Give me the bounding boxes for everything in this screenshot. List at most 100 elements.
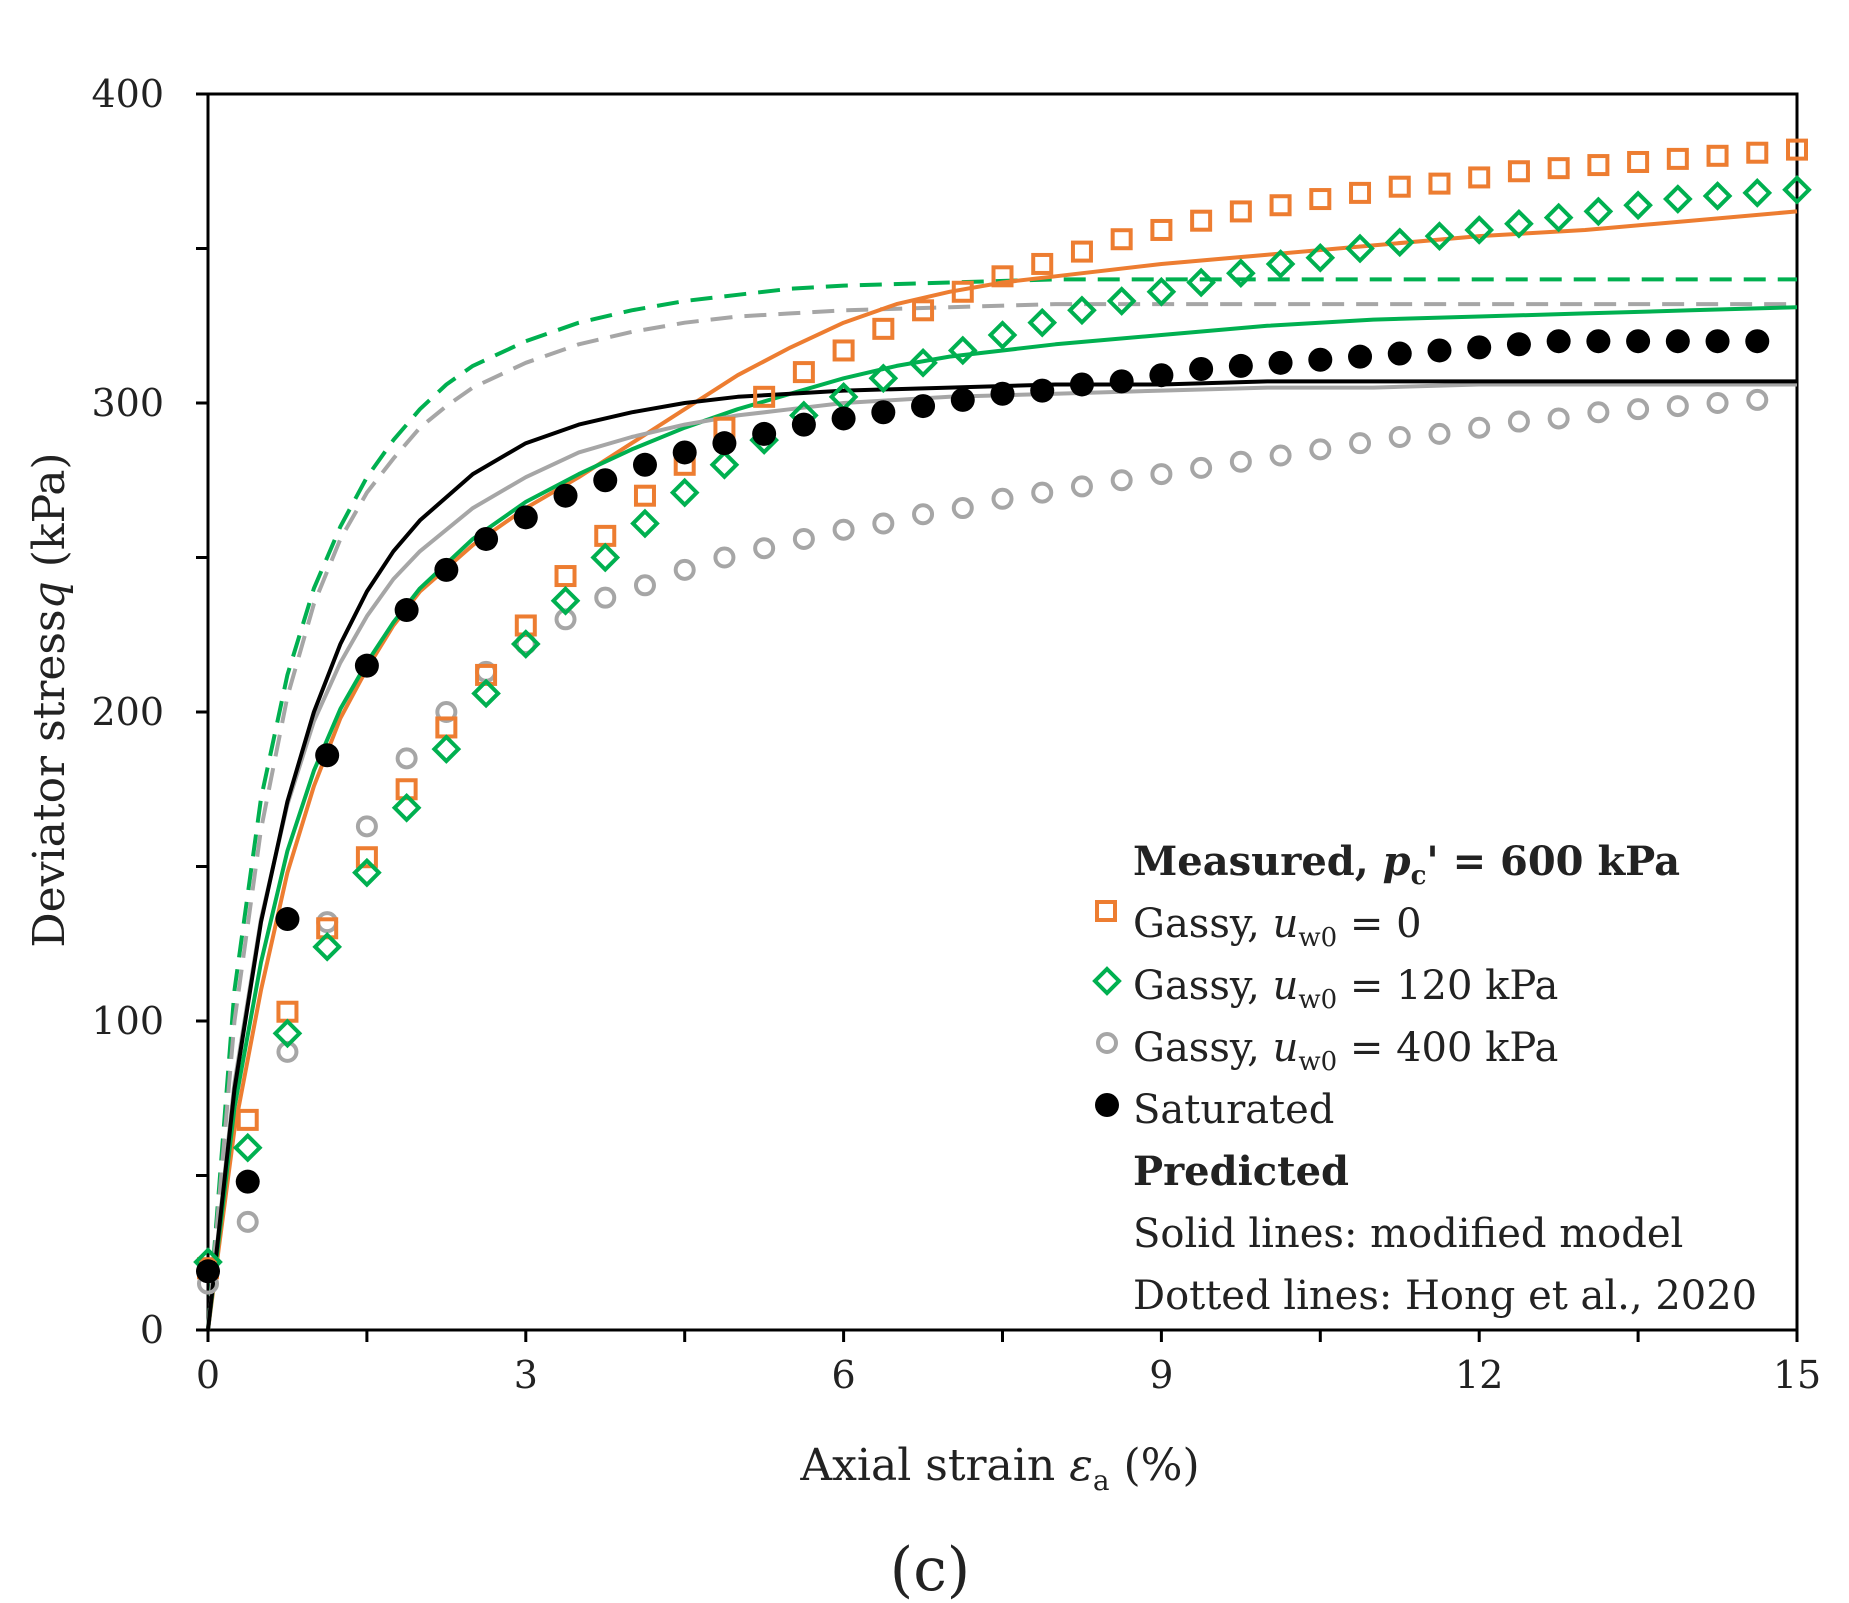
diamond-data-point [669, 477, 700, 508]
predicted-dashed-line [206, 302, 1797, 1331]
x-tick-label: 9 [1149, 1353, 1173, 1397]
diamond-data-point [1583, 196, 1614, 227]
legend-open-circle-marker [1096, 1032, 1118, 1054]
square-data-point [1547, 157, 1570, 180]
open-circle-data-point [1070, 475, 1093, 498]
square-data-point [1746, 141, 1769, 164]
open-circle-data-point [395, 747, 418, 770]
open-circle-data-point [872, 512, 895, 535]
diamond-data-point [232, 1132, 263, 1163]
predicted-lines [206, 209, 1798, 1331]
square-data-point [1110, 228, 1133, 251]
diamond-data-point [550, 585, 581, 616]
diamond-data-point [947, 335, 978, 366]
diamond-data-point [1345, 233, 1375, 264]
square-data-point [1666, 147, 1689, 170]
open-circle-data-point [1468, 416, 1491, 439]
open-circle-data-point [1349, 432, 1372, 455]
filled-circle-data-point [235, 1169, 260, 1194]
filled-circle-data-point [1228, 353, 1253, 378]
open-circle-data-point [1150, 463, 1173, 486]
filled-circle-data-point [394, 598, 419, 623]
diamond-data-point [1623, 190, 1653, 221]
square-data-point [355, 846, 378, 869]
square-data-point [951, 280, 974, 303]
panel-label: (c) [890, 1535, 970, 1603]
y-tick-label: 300 [91, 381, 164, 425]
filled-circle-data-point [1665, 329, 1690, 354]
filled-circle-data-point [1348, 344, 1373, 369]
open-circle-data-point [1388, 425, 1411, 448]
axis-ticks: 0 3 6 9 12 15 0 100 200 300 400 [91, 72, 1821, 1397]
filled-circle-data-point [791, 412, 816, 437]
y-tick-label: 200 [91, 690, 164, 734]
diamond-data-point [1424, 221, 1455, 251]
filled-circle-data-point [1586, 329, 1611, 354]
square-data-point [1468, 166, 1491, 189]
filled-circle-data-point [632, 452, 657, 477]
filled-circle-data-point [831, 406, 856, 431]
diamond-data-point [1782, 174, 1812, 205]
open-circle-data-point [832, 518, 855, 541]
diamond-data-point [510, 629, 541, 659]
filled-circle-data-point [513, 505, 538, 530]
open-circle-data-point [1428, 422, 1451, 445]
y-tick-label: 100 [91, 999, 164, 1043]
diamond-data-point [868, 363, 899, 394]
square-data-point [1706, 144, 1729, 167]
filled-circle-data-point [712, 431, 737, 456]
diamond-data-point [709, 449, 740, 480]
diamond-data-point [1702, 181, 1733, 211]
filled-circle-data-point [1189, 357, 1214, 382]
open-circle-data-point [1547, 407, 1570, 430]
x-tick-label: 12 [1455, 1353, 1503, 1397]
legend-predicted-title: Predicted [1133, 1148, 1349, 1195]
legend-entry-saturated: Saturated [1133, 1087, 1334, 1133]
x-tick-label: 6 [832, 1353, 856, 1397]
square-data-point [1031, 252, 1054, 275]
diamond-data-point [272, 1018, 303, 1049]
open-circle-data-point [792, 527, 815, 550]
legend-square-marker [1095, 900, 1117, 922]
diamond-data-point [630, 508, 660, 539]
square-data-point [1388, 175, 1411, 198]
filled-circle-data-point [1109, 369, 1134, 394]
y-tick-label: 0 [140, 1308, 164, 1352]
legend-entry-gassy-400: Gassy, uw0 = 400 kPa [1133, 1025, 1558, 1077]
filled-circle-data-point [1626, 329, 1651, 354]
y-tick-label: 400 [91, 72, 164, 116]
filled-circle-data-point [672, 440, 697, 465]
diamond-data-point [391, 792, 422, 823]
open-circle-data-point [1706, 392, 1729, 414]
filled-circle-data-point [196, 1259, 220, 1284]
open-circle-data-point [435, 701, 458, 723]
diamond-data-point [1464, 215, 1495, 245]
square-data-point [1229, 200, 1252, 223]
legend-entry-gassy-120: Gassy, uw0 = 120 kPa [1133, 963, 1558, 1015]
x-tick-label: 0 [196, 1353, 220, 1397]
diamond-data-point [1543, 202, 1574, 233]
diamond-data-point [1305, 242, 1336, 273]
open-circle-data-point [991, 487, 1014, 510]
diamond-data-point [590, 542, 621, 573]
diamond-data-point [1146, 276, 1177, 307]
measured-markers [193, 138, 1812, 1295]
diamond-data-point [1027, 307, 1058, 338]
filled-circle-data-point [593, 468, 618, 493]
square-data-point [1428, 172, 1451, 195]
square-data-point [1150, 218, 1173, 241]
open-circle-data-point [1229, 450, 1252, 473]
x-tick-label: 3 [514, 1353, 538, 1397]
open-circle-data-point [355, 815, 378, 838]
square-data-point [554, 565, 577, 588]
x-tick-label: 15 [1773, 1353, 1821, 1397]
square-data-point [792, 361, 815, 384]
square-data-point [912, 299, 935, 322]
filled-circle-data-point [1308, 347, 1333, 372]
square-data-point [832, 339, 855, 362]
open-circle-data-point [1587, 401, 1610, 424]
filled-circle-data-point [1467, 335, 1492, 360]
square-data-point [633, 484, 656, 507]
filled-circle-data-point [752, 421, 777, 446]
